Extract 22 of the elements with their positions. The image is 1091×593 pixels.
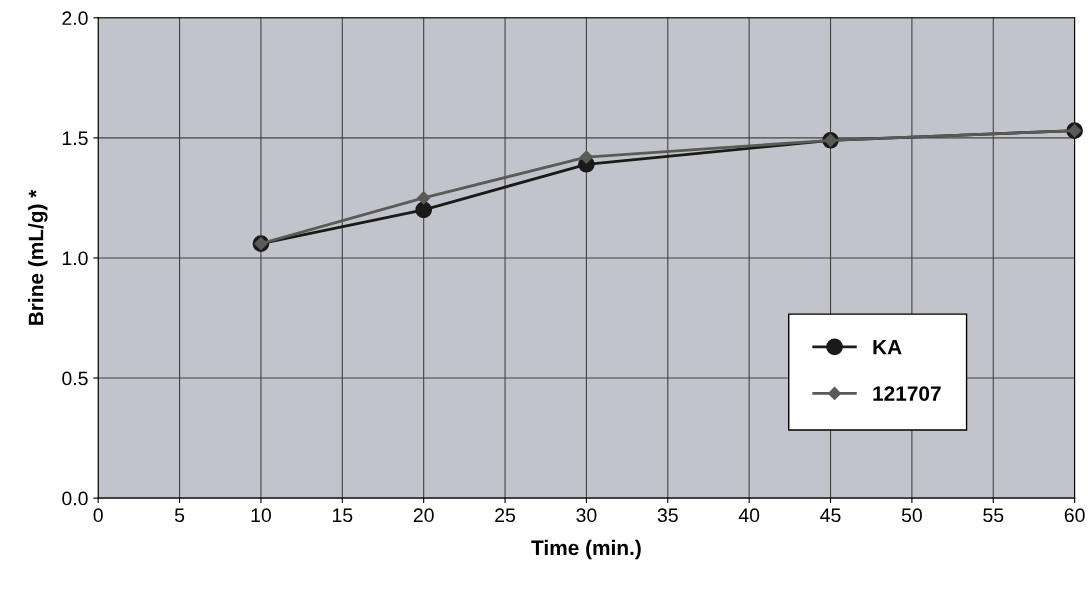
x-tick-label: 5	[174, 508, 185, 523]
x-tick-label: 20	[413, 508, 434, 523]
x-tick-label: 50	[901, 508, 922, 523]
x-tick-label: 25	[495, 508, 516, 523]
x-tick-label: 10	[251, 508, 271, 523]
x-tick-label: 40	[738, 508, 760, 523]
x-tick-label: 35	[657, 508, 678, 523]
x-tick-label: 0	[93, 508, 103, 523]
y-tick-label: 0.0	[62, 491, 88, 506]
y-tick-label: 2.0	[62, 11, 88, 26]
x-tick-label: 15	[332, 508, 353, 523]
y-tick-label: 0.5	[62, 371, 88, 386]
x-tick-label: 60	[1064, 508, 1085, 523]
x-tick-label: 55	[983, 508, 1004, 523]
x-tick-label: 30	[576, 508, 597, 523]
x-axis-title: Time (min.)	[531, 539, 641, 560]
legend-label: KA	[873, 339, 902, 355]
legend-label: 121707	[873, 386, 941, 401]
y-tick-label: 1.0	[62, 251, 88, 266]
y-tick-label: 1.5	[62, 131, 88, 146]
x-tick-label: 45	[820, 508, 841, 523]
y-axis-title: Brine (mL/g) *	[28, 189, 48, 325]
